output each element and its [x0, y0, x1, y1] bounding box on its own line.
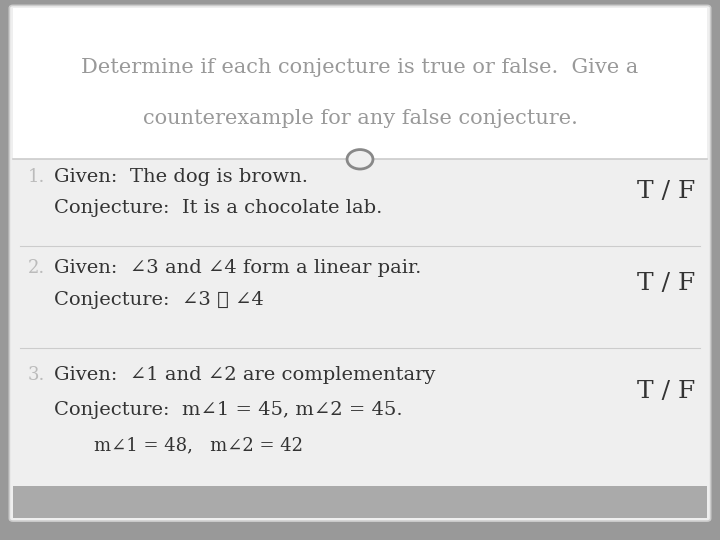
Text: T / F: T / F	[636, 272, 695, 295]
Text: 3.: 3.	[27, 366, 45, 384]
Text: T / F: T / F	[636, 380, 695, 403]
Text: Given:  The dog is brown.: Given: The dog is brown.	[54, 167, 308, 186]
Circle shape	[347, 150, 373, 169]
Text: 2.: 2.	[27, 259, 45, 278]
Text: 1.: 1.	[27, 167, 45, 186]
Text: Given:  ∠1 and ∠2 are complementary: Given: ∠1 and ∠2 are complementary	[54, 366, 436, 384]
Text: T / F: T / F	[636, 180, 695, 203]
FancyBboxPatch shape	[9, 5, 711, 521]
Text: counterexample for any false conjecture.: counterexample for any false conjecture.	[143, 109, 577, 129]
Text: Determine if each conjecture is true or false.  Give a: Determine if each conjecture is true or …	[81, 58, 639, 77]
Text: Conjecture:  It is a chocolate lab.: Conjecture: It is a chocolate lab.	[54, 199, 382, 217]
Text: Given:  ∠3 and ∠4 form a linear pair.: Given: ∠3 and ∠4 form a linear pair.	[54, 259, 421, 278]
Bar	[13, 486, 707, 518]
Text: Conjecture:  m∠1 = 45, m∠2 = 45.: Conjecture: m∠1 = 45, m∠2 = 45.	[54, 401, 402, 420]
Text: Conjecture:  ∠3 ≅ ∠4: Conjecture: ∠3 ≅ ∠4	[54, 291, 264, 309]
Bar	[13, 8, 707, 159]
Text: m∠1 = 48,   m∠2 = 42: m∠1 = 48, m∠2 = 42	[94, 436, 302, 455]
